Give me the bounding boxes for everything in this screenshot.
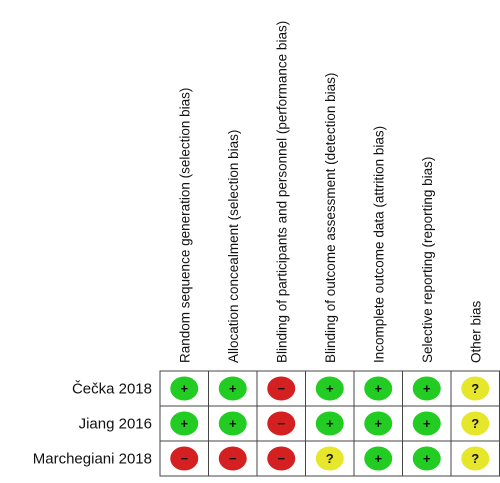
judgement-symbol: ? bbox=[471, 416, 479, 431]
judgement-low-icon bbox=[364, 446, 393, 471]
judgement-unclear-icon bbox=[461, 411, 490, 436]
column-label-2: Allocation concealment (selection bias) bbox=[226, 130, 241, 363]
judgement-symbol: + bbox=[180, 416, 188, 431]
cell-marchegiani-2018-6: + bbox=[412, 446, 441, 471]
cell-jiang-2016-5: + bbox=[364, 411, 393, 436]
judgement-symbol: − bbox=[180, 451, 188, 466]
column-label-4: Blinding of outcome assessment (detectio… bbox=[323, 73, 338, 363]
judgement-low-icon bbox=[170, 376, 199, 401]
row-label-jiang-2016: Jiang 2016 bbox=[79, 416, 152, 433]
judgement-high-icon bbox=[267, 411, 296, 436]
cell-jiang-2016-1: + bbox=[170, 411, 199, 436]
column-label-3: Blinding of participants and personnel (… bbox=[274, 21, 289, 363]
row-label-marchegiani-2018: Marchegiani 2018 bbox=[33, 451, 152, 468]
column-label-6: Selective reporting (reporting bias) bbox=[420, 157, 435, 363]
judgement-symbol: + bbox=[229, 381, 237, 396]
judgement-symbol: − bbox=[277, 451, 285, 466]
judgement-symbol: + bbox=[423, 381, 431, 396]
judgement-symbol: + bbox=[374, 416, 382, 431]
column-label-7: Other bias bbox=[468, 300, 483, 363]
judgement-unclear-icon bbox=[315, 446, 344, 471]
cell-marchegiani-2018-3: − bbox=[267, 446, 296, 471]
judgement-unclear-icon bbox=[461, 376, 490, 401]
judgement-symbol: + bbox=[423, 416, 431, 431]
cell-jiang-2016-7: ? bbox=[461, 411, 490, 436]
column-labels: Random sequence generation (selection bi… bbox=[177, 21, 483, 363]
judgement-symbol: + bbox=[229, 416, 237, 431]
column-label-1: Random sequence generation (selection bi… bbox=[177, 88, 192, 363]
cell-cecka-2018-1: + bbox=[170, 376, 199, 401]
judgement-symbol: + bbox=[326, 381, 334, 396]
row-labels: Čečka 2018 Jiang 2016 Marchegiani 2018 bbox=[33, 381, 152, 468]
cell-jiang-2016-2: + bbox=[218, 411, 247, 436]
cell-marchegiani-2018-7: ? bbox=[461, 446, 490, 471]
judgement-symbol: ? bbox=[471, 381, 479, 396]
cell-jiang-2016-6: + bbox=[412, 411, 441, 436]
cell-marchegiani-2018-5: + bbox=[364, 446, 393, 471]
judgement-high-icon bbox=[170, 446, 199, 471]
cell-cecka-2018-3: − bbox=[267, 376, 296, 401]
judgement-symbol: − bbox=[277, 416, 285, 431]
judgement-low-icon bbox=[364, 376, 393, 401]
judgement-low-icon bbox=[218, 376, 247, 401]
judgement-low-icon bbox=[412, 411, 441, 436]
judgement-low-icon bbox=[315, 411, 344, 436]
judgement-symbol: + bbox=[180, 381, 188, 396]
cell-cecka-2018-2: + bbox=[218, 376, 247, 401]
judgement-symbol: + bbox=[374, 381, 382, 396]
judgement-low-icon bbox=[315, 376, 344, 401]
judgement-high-icon bbox=[267, 446, 296, 471]
cell-cecka-2018-6: + bbox=[412, 376, 441, 401]
judgement-low-icon bbox=[170, 411, 199, 436]
cell-cecka-2018-5: + bbox=[364, 376, 393, 401]
judgement-symbol: + bbox=[326, 416, 334, 431]
cell-cecka-2018-4: + bbox=[315, 376, 344, 401]
cells: + + − + + + ? + + − + + + ? − − −? + +? bbox=[170, 376, 490, 471]
judgement-symbol: ? bbox=[471, 451, 479, 466]
cell-marchegiani-2018-1: − bbox=[170, 446, 199, 471]
row-label-cecka-2018: Čečka 2018 bbox=[72, 381, 152, 398]
column-label-5: Incomplete outcome data (attrition bias) bbox=[371, 126, 386, 363]
judgement-symbol: + bbox=[423, 451, 431, 466]
cell-marchegiani-2018-2: − bbox=[218, 446, 247, 471]
judgement-high-icon bbox=[267, 376, 296, 401]
judgement-symbol: − bbox=[229, 451, 237, 466]
judgement-unclear-icon bbox=[461, 446, 490, 471]
cell-cecka-2018-7: ? bbox=[461, 376, 490, 401]
cell-marchegiani-2018-4: ? bbox=[315, 446, 344, 471]
judgement-symbol: − bbox=[277, 381, 285, 396]
cell-jiang-2016-3: − bbox=[267, 411, 296, 436]
judgement-symbol: + bbox=[374, 451, 382, 466]
cell-jiang-2016-4: + bbox=[315, 411, 344, 436]
judgement-high-icon bbox=[218, 446, 247, 471]
judgement-low-icon bbox=[412, 376, 441, 401]
judgement-low-icon bbox=[364, 411, 393, 436]
judgement-low-icon bbox=[412, 446, 441, 471]
judgement-symbol: ? bbox=[326, 451, 334, 466]
judgement-low-icon bbox=[218, 411, 247, 436]
grid bbox=[159, 370, 500, 477]
